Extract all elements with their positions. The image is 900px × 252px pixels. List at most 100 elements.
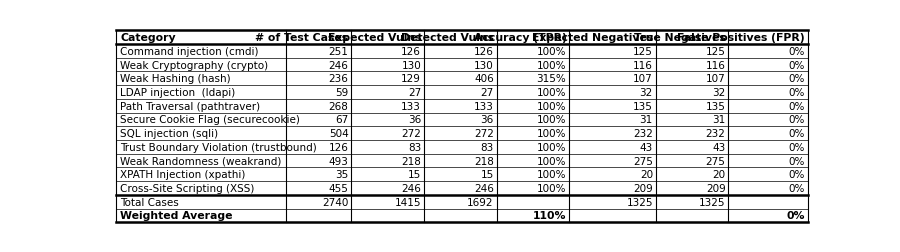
Text: 246: 246 — [328, 60, 348, 70]
Text: Expected Vulns: Expected Vulns — [328, 33, 421, 43]
Text: 135: 135 — [633, 101, 652, 111]
Text: 100%: 100% — [537, 60, 566, 70]
Text: 35: 35 — [335, 170, 348, 179]
Text: Command injection (cmdi): Command injection (cmdi) — [121, 47, 258, 57]
Text: 209: 209 — [633, 183, 652, 193]
Text: 32: 32 — [640, 88, 652, 98]
Text: 32: 32 — [712, 88, 725, 98]
Text: 110%: 110% — [533, 210, 566, 220]
Text: 100%: 100% — [537, 115, 566, 125]
Text: 107: 107 — [706, 74, 725, 84]
Text: 67: 67 — [335, 115, 348, 125]
Text: 15: 15 — [408, 170, 421, 179]
Text: 59: 59 — [335, 88, 348, 98]
Text: 315%: 315% — [536, 74, 566, 84]
Text: Weak Hashing (hash): Weak Hashing (hash) — [121, 74, 230, 84]
Text: 100%: 100% — [537, 156, 566, 166]
Text: 20: 20 — [640, 170, 652, 179]
Text: 1325: 1325 — [626, 197, 652, 207]
Text: 1415: 1415 — [394, 197, 421, 207]
Text: 236: 236 — [328, 74, 348, 84]
Text: 31: 31 — [712, 115, 725, 125]
Text: 0%: 0% — [788, 101, 806, 111]
Text: 126: 126 — [474, 47, 494, 57]
Text: 455: 455 — [328, 183, 348, 193]
Text: Weak Cryptography (crypto): Weak Cryptography (crypto) — [121, 60, 268, 70]
Text: Expected Negatives: Expected Negatives — [532, 33, 652, 43]
Text: 209: 209 — [706, 183, 725, 193]
Text: 0%: 0% — [788, 88, 806, 98]
Text: 129: 129 — [401, 74, 421, 84]
Text: 2740: 2740 — [322, 197, 348, 207]
Text: 100%: 100% — [537, 88, 566, 98]
Text: 100%: 100% — [537, 129, 566, 139]
Text: Secure Cookie Flag (securecookie): Secure Cookie Flag (securecookie) — [121, 115, 300, 125]
Text: Path Traversal (pathtraver): Path Traversal (pathtraver) — [121, 101, 260, 111]
Text: 130: 130 — [474, 60, 494, 70]
Text: Weak Randomness (weakrand): Weak Randomness (weakrand) — [121, 156, 282, 166]
Text: Total Cases: Total Cases — [121, 197, 179, 207]
Text: 0%: 0% — [788, 142, 806, 152]
Text: 218: 218 — [401, 156, 421, 166]
Text: Accuracy (TPR): Accuracy (TPR) — [473, 33, 566, 43]
Text: 251: 251 — [328, 47, 348, 57]
Text: 0%: 0% — [788, 74, 806, 84]
Text: 0%: 0% — [788, 156, 806, 166]
Text: 100%: 100% — [537, 101, 566, 111]
Text: 126: 126 — [401, 47, 421, 57]
Text: 133: 133 — [401, 101, 421, 111]
Text: 100%: 100% — [537, 183, 566, 193]
Text: 83: 83 — [481, 142, 494, 152]
Text: False Positives (FPR): False Positives (FPR) — [678, 33, 806, 43]
Text: 135: 135 — [706, 101, 725, 111]
Text: 232: 232 — [706, 129, 725, 139]
Text: 272: 272 — [474, 129, 494, 139]
Text: Detected Vulns: Detected Vulns — [400, 33, 494, 43]
Text: 126: 126 — [328, 142, 348, 152]
Text: 232: 232 — [633, 129, 652, 139]
Text: 0%: 0% — [788, 115, 806, 125]
Text: 0%: 0% — [788, 183, 806, 193]
Text: 246: 246 — [401, 183, 421, 193]
Text: 36: 36 — [408, 115, 421, 125]
Text: 27: 27 — [481, 88, 494, 98]
Text: 20: 20 — [713, 170, 725, 179]
Text: 275: 275 — [633, 156, 652, 166]
Text: # of Test Cases: # of Test Cases — [256, 33, 348, 43]
Text: 246: 246 — [474, 183, 494, 193]
Text: 125: 125 — [706, 47, 725, 57]
Text: Cross-Site Scripting (XSS): Cross-Site Scripting (XSS) — [121, 183, 255, 193]
Text: 0%: 0% — [788, 170, 806, 179]
Text: 493: 493 — [328, 156, 348, 166]
Text: True Negatives: True Negatives — [634, 33, 725, 43]
Text: 116: 116 — [633, 60, 652, 70]
Text: 0%: 0% — [788, 129, 806, 139]
Text: 27: 27 — [408, 88, 421, 98]
Text: 504: 504 — [328, 129, 348, 139]
Text: 0%: 0% — [787, 210, 806, 220]
Text: 125: 125 — [633, 47, 652, 57]
Text: Weighted Average: Weighted Average — [121, 210, 233, 220]
Text: 1692: 1692 — [467, 197, 494, 207]
Text: 116: 116 — [706, 60, 725, 70]
Text: 43: 43 — [640, 142, 652, 152]
Text: 268: 268 — [328, 101, 348, 111]
Text: 83: 83 — [408, 142, 421, 152]
Text: 15: 15 — [481, 170, 494, 179]
Text: 100%: 100% — [537, 47, 566, 57]
Text: Category: Category — [121, 33, 176, 43]
Text: 0%: 0% — [788, 60, 806, 70]
Text: 31: 31 — [640, 115, 652, 125]
Text: 133: 133 — [474, 101, 494, 111]
Text: SQL injection (sqli): SQL injection (sqli) — [121, 129, 219, 139]
Text: 100%: 100% — [537, 170, 566, 179]
Text: Trust Boundary Violation (trustbound): Trust Boundary Violation (trustbound) — [121, 142, 317, 152]
Text: XPATH Injection (xpathi): XPATH Injection (xpathi) — [121, 170, 246, 179]
Text: 275: 275 — [706, 156, 725, 166]
Text: 272: 272 — [401, 129, 421, 139]
Text: 107: 107 — [633, 74, 652, 84]
Text: 100%: 100% — [537, 142, 566, 152]
Text: 218: 218 — [474, 156, 494, 166]
Text: 0%: 0% — [788, 47, 806, 57]
Text: 43: 43 — [712, 142, 725, 152]
